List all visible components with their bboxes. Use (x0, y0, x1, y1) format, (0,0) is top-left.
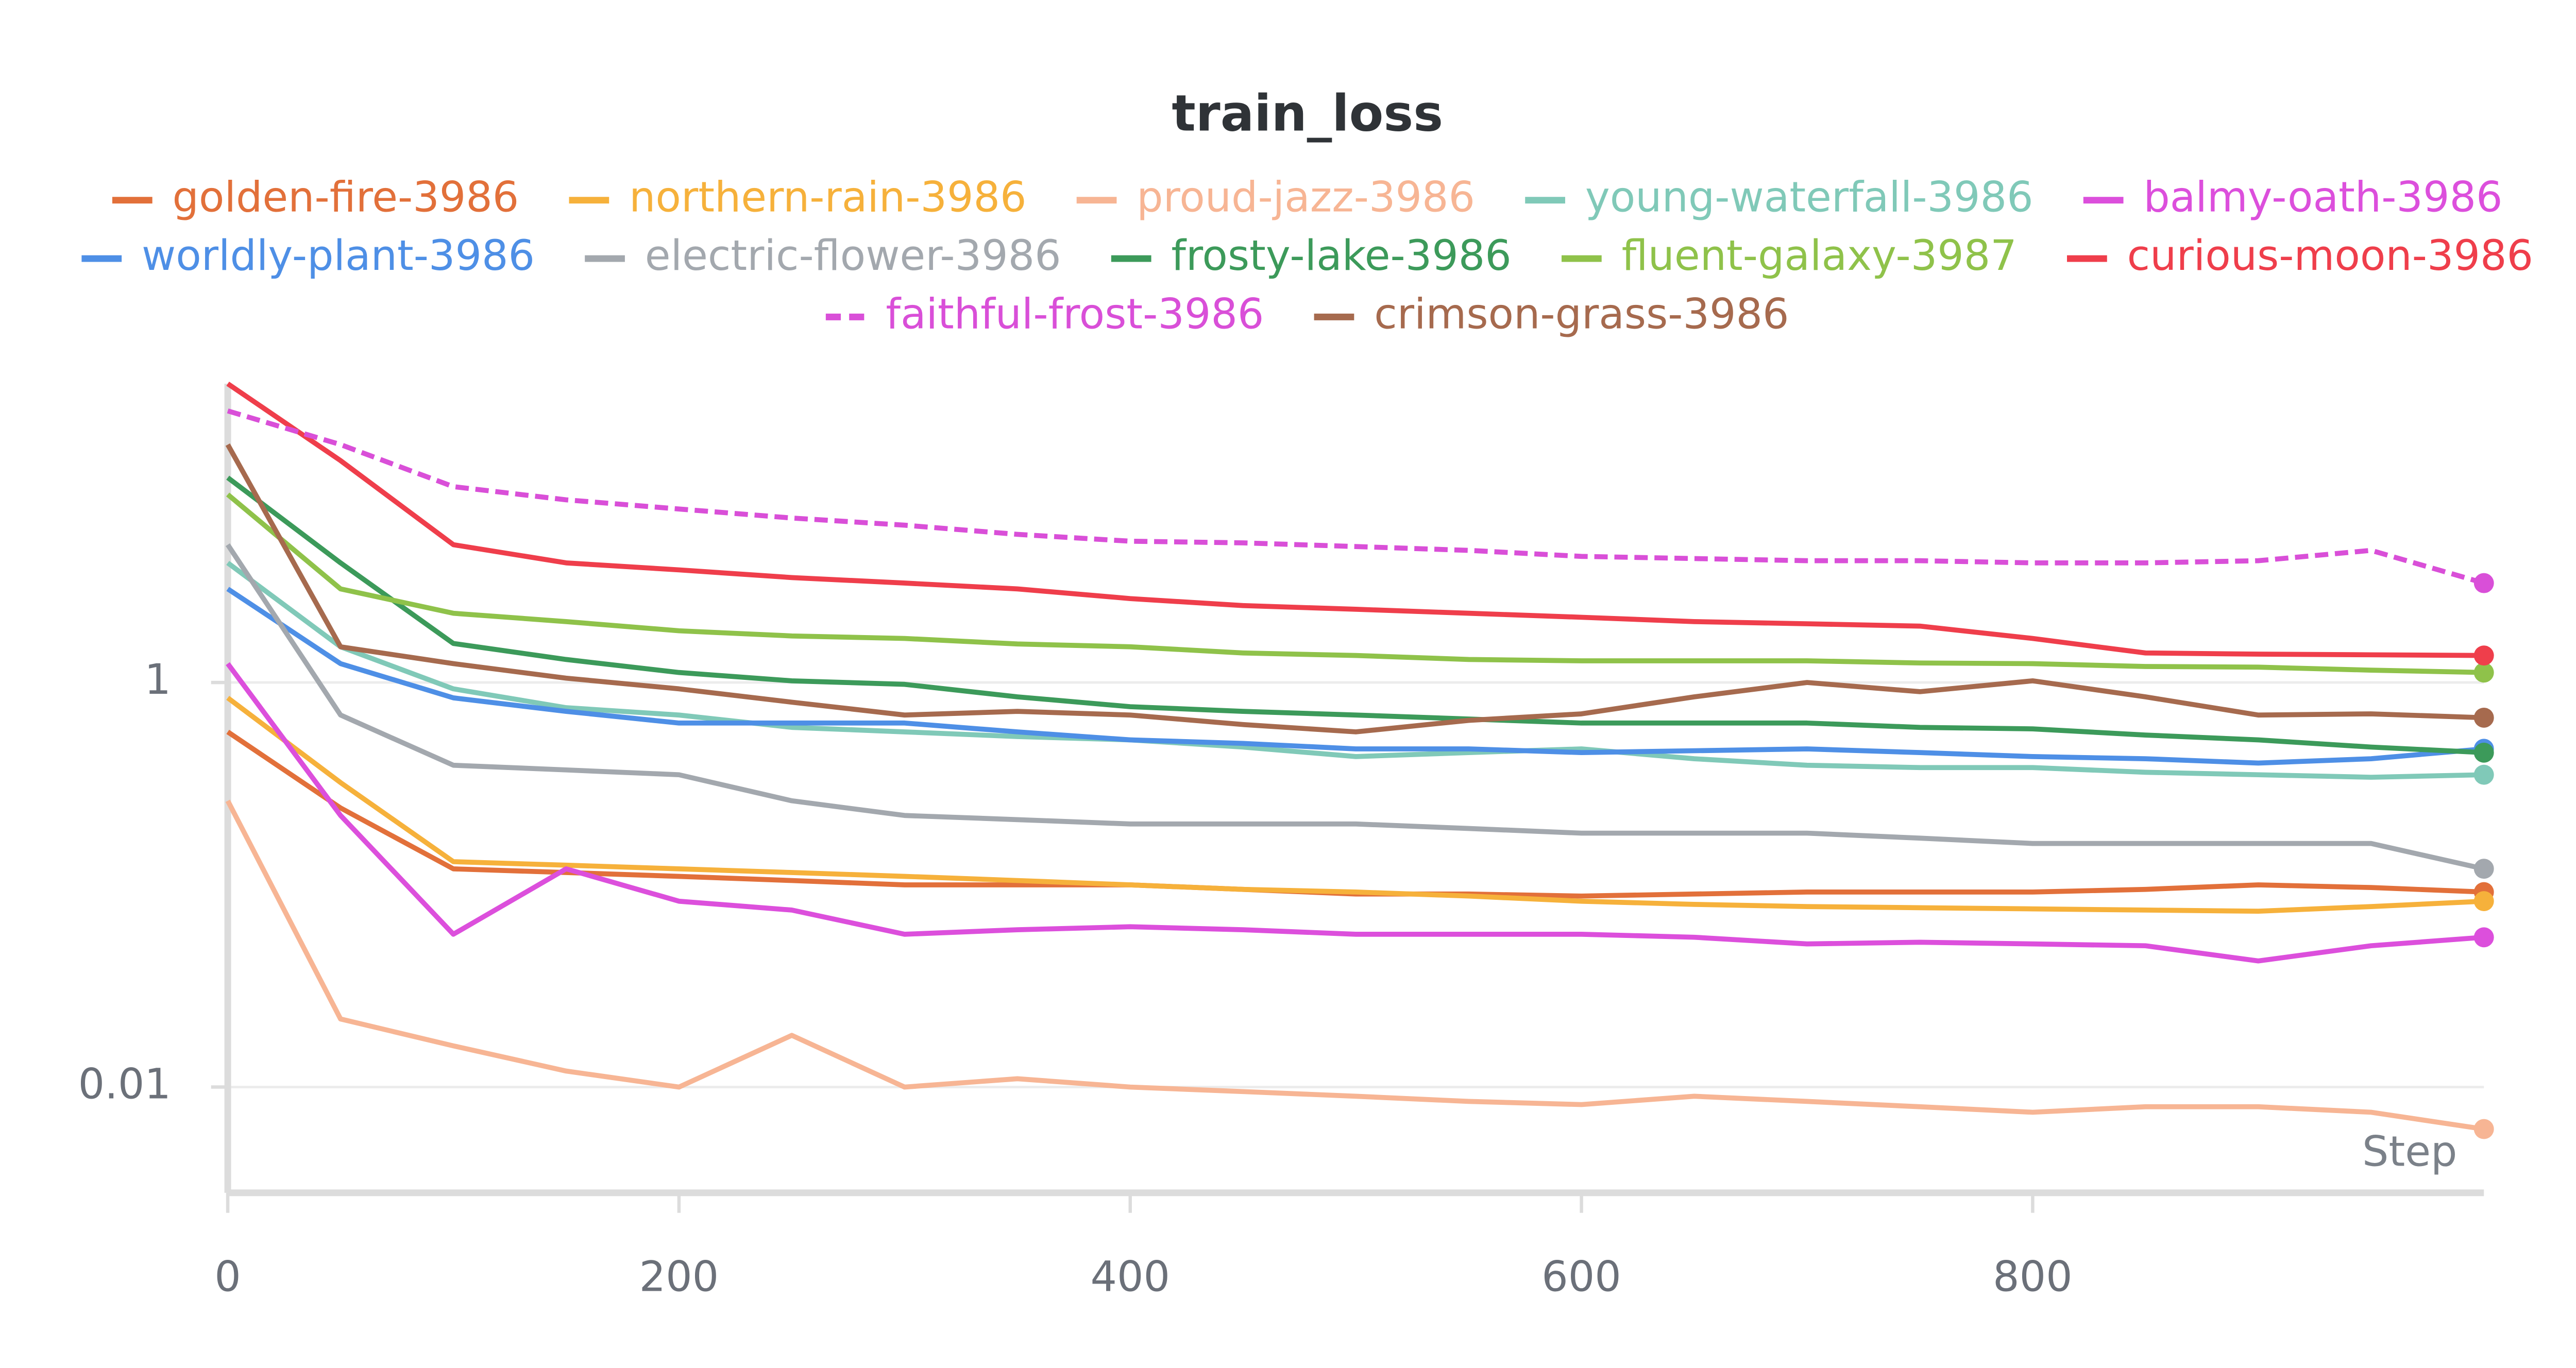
series-line (226, 560, 2484, 780)
end-point (2473, 742, 2494, 763)
legend-item: proud-jazz-3986 (1076, 174, 1475, 222)
legend-label: electric-flower-3986 (645, 232, 1061, 280)
legend-row: golden-fire-3986 northern-rain-3986 proud-… (112, 174, 2503, 222)
series-line (226, 492, 2484, 675)
series-line (226, 475, 2484, 755)
legend-label: crimson-grass-3986 (1374, 290, 1789, 338)
end-point (2473, 891, 2494, 912)
x-tick-label: 200 (639, 1253, 719, 1301)
end-point (2473, 764, 2494, 785)
legend-item: northern-rain-3986 (569, 174, 1027, 222)
end-point (2473, 662, 2494, 683)
end-point (2473, 645, 2494, 666)
legend-label: worldly-plant-3986 (142, 232, 535, 280)
legend-label: proud-jazz-3986 (1137, 174, 1475, 222)
legend-item: fluent-galaxy-3987 (1562, 232, 2017, 280)
legend-label: young-waterfall-3986 (1585, 174, 2033, 222)
y-tick-label: 0.01 (78, 1061, 171, 1109)
y-tick-label: 1 (144, 656, 171, 704)
legend-item: young-waterfall-3986 (1525, 174, 2033, 222)
series-line (226, 662, 2484, 964)
legend-item: curious-moon-3986 (2067, 232, 2533, 280)
series-line (227, 408, 2485, 586)
series-line (226, 587, 2484, 766)
legend-row: faithful-frost-3986 crimson-grass-3986 (825, 290, 1789, 338)
end-point (2473, 859, 2494, 879)
legend-label: fluent-galaxy-3987 (1622, 232, 2017, 280)
legend-item: balmy-oath-3986 (2083, 174, 2503, 222)
legend-label: frosty-lake-3986 (1171, 232, 1511, 280)
x-tick-label: 400 (1090, 1253, 1170, 1301)
series-line (226, 695, 2484, 914)
legend-item: crimson-grass-3986 (1314, 290, 1789, 338)
series-line (226, 381, 2484, 658)
end-point (2473, 573, 2494, 593)
legend-label: curious-moon-3986 (2127, 232, 2533, 280)
x-tick-label: 800 (1993, 1253, 2073, 1301)
legend-label: balmy-oath-3986 (2143, 174, 2502, 222)
series-line (225, 799, 2484, 1132)
legend-item: frosty-lake-3986 (1111, 232, 1512, 280)
legend-item: electric-flower-3986 (585, 232, 1061, 280)
x-tick-label: 600 (1541, 1253, 1621, 1301)
legend-item: golden-fire-3986 (112, 174, 519, 222)
legend-item: faithful-frost-3986 (825, 290, 1264, 338)
legend-label: golden-fire-3986 (173, 174, 519, 222)
legend-label: northern-rain-3986 (629, 174, 1026, 222)
end-point (2473, 1119, 2494, 1139)
x-tick-label: 0 (214, 1253, 241, 1301)
legend-label: faithful-frost-3986 (886, 290, 1264, 338)
end-point (2473, 927, 2494, 948)
series-line (226, 543, 2485, 871)
legend-item: worldly-plant-3986 (81, 232, 535, 280)
x-axis-label: Step (2362, 1127, 2457, 1176)
chart-title: train_loss (1172, 84, 1443, 143)
series-line (225, 443, 2484, 734)
end-point (2473, 707, 2494, 728)
legend-row: worldly-plant-3986 electric-flower-3986 fr… (81, 232, 2533, 280)
